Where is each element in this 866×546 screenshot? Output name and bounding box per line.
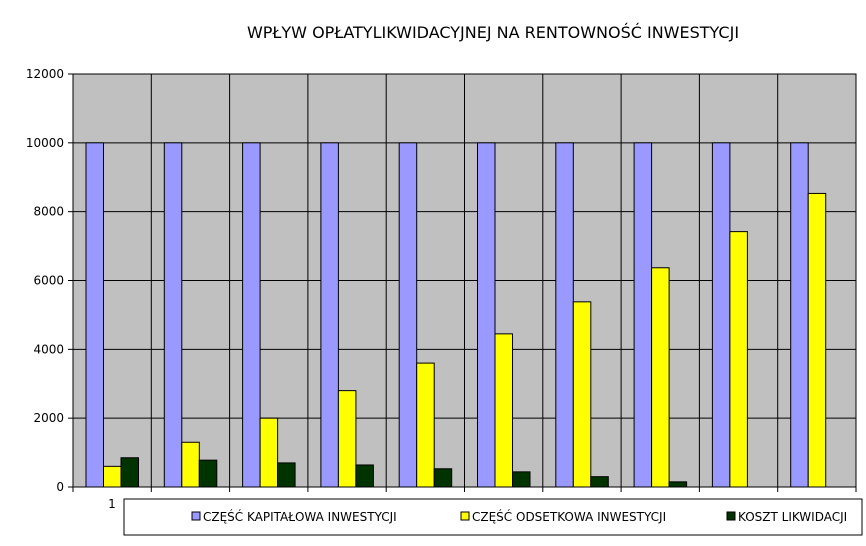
bar: [337, 390, 357, 488]
y-tick-label: 0: [56, 480, 64, 494]
x-tick-label: 1: [108, 497, 116, 511]
y-tick-label: 12000: [26, 67, 64, 81]
bar: [494, 333, 513, 488]
bar: [477, 142, 496, 488]
legend-label: CZĘŚĆ KAPITAŁOWA INWESTYCJI: [203, 509, 397, 524]
bar: [729, 231, 748, 488]
bar: [320, 142, 339, 488]
bar: [651, 267, 670, 488]
bar: [277, 462, 296, 488]
bar: [259, 417, 279, 488]
bar: [181, 441, 200, 488]
bar: [433, 468, 453, 488]
legend-label: CZĘŚĆ ODSETKOWA INWESTYCJI: [472, 509, 666, 524]
bar: [555, 142, 574, 488]
bar: [807, 192, 827, 488]
legend-swatch: [726, 511, 736, 521]
bar: [633, 142, 653, 488]
y-tick-label: 6000: [33, 274, 64, 288]
y-tick-label: 8000: [33, 205, 64, 219]
bar: [711, 142, 731, 488]
legend-box: [123, 498, 863, 536]
legend-swatch: [460, 511, 470, 521]
bar: [790, 142, 809, 488]
bar: [416, 362, 435, 488]
chart-title: WPŁYW OPŁATYLIKWIDACYJNEJ NA RENTOWNOŚĆ …: [247, 23, 739, 42]
bar: [668, 481, 688, 488]
bar: [572, 301, 592, 488]
y-tick-label: 4000: [33, 342, 64, 356]
bar: [242, 142, 261, 488]
bar: [120, 457, 139, 488]
legend-label: KOSZT LIKWIDACJI: [738, 510, 847, 524]
bar: [355, 464, 374, 488]
bar: [590, 476, 609, 488]
bar: [512, 471, 531, 488]
bar: [163, 142, 183, 488]
bar: [103, 465, 122, 488]
legend-swatch: [191, 511, 201, 521]
bar: [198, 459, 218, 488]
y-tick-label: 10000: [26, 136, 64, 150]
y-tick-label: 2000: [33, 411, 64, 425]
bar: [85, 142, 104, 488]
bar: [398, 142, 418, 488]
